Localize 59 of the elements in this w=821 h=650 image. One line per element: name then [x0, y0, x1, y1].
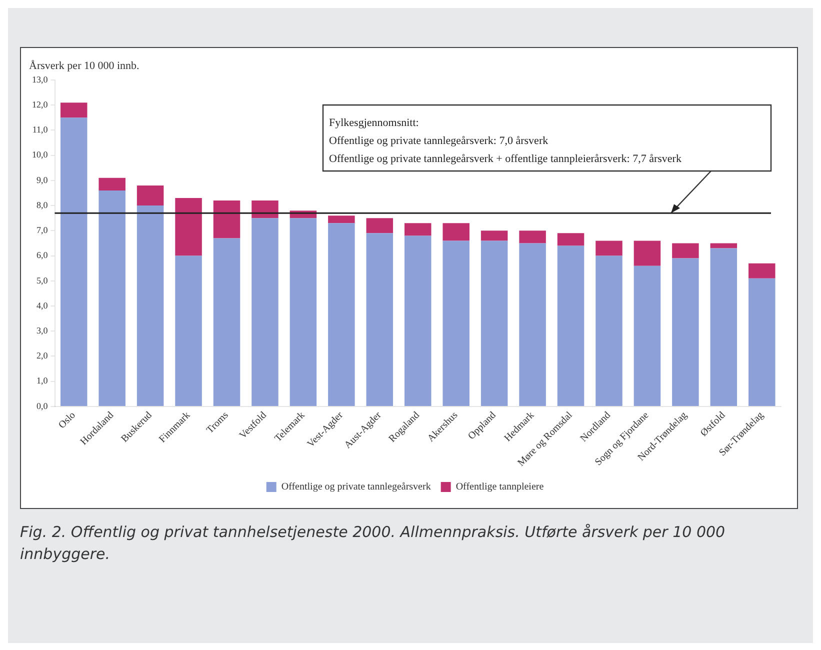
text: Fig. 2. Offentlig og privat tannhelsetjeneste 2000. Allmennpraksis. Utførte årsverk per 10 000 innbyggere. — [20, 522, 726, 565]
y-tick-label: 2,0 — [36, 350, 48, 361]
bar — [634, 266, 661, 406]
x-tick-label: Oslo — [56, 410, 78, 432]
bar — [748, 263, 776, 278]
y-tick-label: 13,0 — [32, 74, 48, 84]
bar — [672, 258, 699, 406]
bar — [98, 190, 126, 406]
bar — [213, 238, 240, 406]
bar — [519, 243, 546, 406]
annotation: Offentlige og private tannlegeårsverk: 7,0 årsverk — [329, 134, 549, 147]
bar — [596, 240, 622, 256]
bar — [710, 248, 738, 406]
y-tick-label: 8,0 — [36, 200, 48, 210]
y-tick-label: 6,0 — [36, 250, 48, 260]
bar — [480, 240, 508, 406]
bar — [480, 230, 508, 241]
annotation: Offentlige og private tannlegeårsverk + offentlige tannpleierårsverk: 7,7 årsverk — [329, 152, 682, 165]
y-tick-label: 5,0 — [36, 275, 48, 286]
y-tick-label: 0,0 — [36, 400, 48, 411]
legend-label: Offentlige og private tannlegeårsverk — [281, 482, 431, 493]
bar — [442, 223, 470, 241]
y-tick-label: 1,0 — [36, 376, 48, 386]
bar — [328, 223, 355, 406]
bar — [557, 233, 584, 246]
annotation: Fylkesgjennomsnitt: — [329, 116, 419, 129]
bar — [136, 206, 164, 406]
bar — [136, 185, 164, 206]
bar — [404, 236, 432, 406]
bar — [290, 218, 317, 406]
y-tick-label: 4,0 — [36, 300, 48, 310]
bar — [710, 243, 738, 248]
bar — [213, 200, 240, 238]
y-tick-label: 9,0 — [36, 174, 48, 185]
bar — [519, 230, 546, 244]
bar — [404, 223, 432, 236]
bar — [596, 256, 622, 406]
bar — [60, 102, 88, 118]
y-tick-label: 7,0 — [36, 225, 48, 236]
legend-label: Offentlige tannpleiere — [456, 482, 544, 493]
y-tick-label: 11,0 — [32, 124, 48, 135]
bar — [366, 233, 394, 406]
bar — [672, 243, 699, 258]
bar — [98, 178, 126, 190]
bar — [252, 200, 278, 218]
bar — [634, 240, 661, 266]
bar — [366, 218, 394, 234]
y-tick-label: 10,0 — [32, 150, 48, 160]
bar — [328, 216, 355, 224]
bar — [748, 278, 776, 406]
y-axis-title: Årsverk per 10 000 innb. — [29, 58, 140, 72]
bar — [60, 118, 88, 406]
bar — [175, 198, 202, 256]
bar — [557, 246, 584, 406]
bar — [442, 240, 470, 406]
y-tick-label: 3,0 — [36, 325, 48, 336]
bar — [252, 218, 278, 406]
y-tick-label: 12,0 — [32, 99, 48, 110]
bar — [175, 256, 202, 406]
